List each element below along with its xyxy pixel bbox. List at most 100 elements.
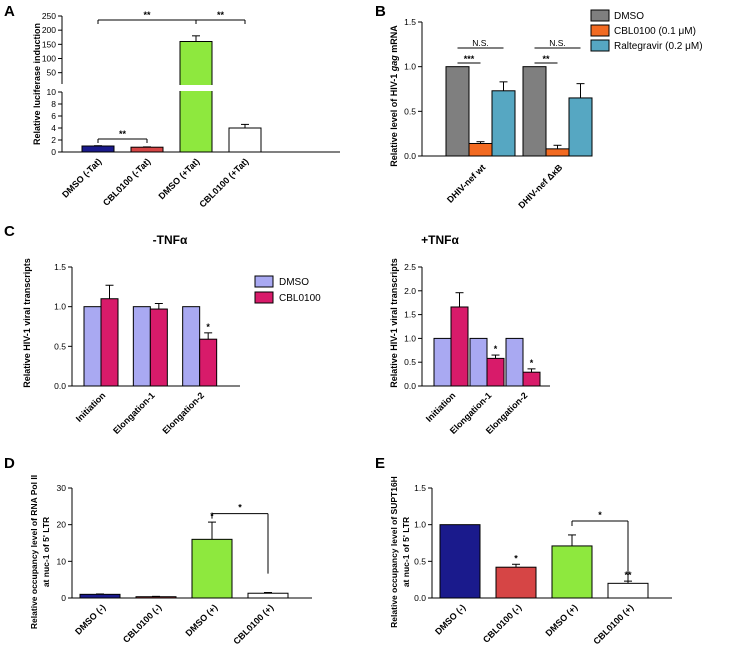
panel-c-right-bar-2-0 bbox=[505, 337, 524, 387]
panel-e-sig-0: * bbox=[514, 553, 518, 563]
panel-e-category-1: CBL0100 (-) bbox=[481, 602, 523, 644]
panel-c-right-category-0: Initiation bbox=[424, 390, 458, 424]
panel-c-left-ylabel: Relative HIV-1 viral transcripts bbox=[22, 258, 32, 388]
panel-c-left-bar-1-0 bbox=[132, 306, 151, 387]
panel-d-sig-0: * bbox=[210, 511, 214, 521]
panel-b-chart: Relative level of HIV-1 gag mRNA 0.0 0.5 1… bbox=[389, 9, 703, 210]
panel-d-y-tick-label-1: 10 bbox=[57, 556, 67, 566]
panel-e-bar-0 bbox=[439, 524, 481, 599]
panel-a-category-0: DMSO (-Tat) bbox=[60, 156, 103, 199]
panel-b-star-label-1: ** bbox=[542, 54, 550, 64]
panel-e-y-tick-label-0: 0.0 bbox=[414, 593, 426, 603]
panel-b-legend-swatch-0 bbox=[590, 9, 610, 22]
panel-a-sig-label-2: ** bbox=[217, 10, 225, 20]
panel-label-b: B bbox=[375, 3, 386, 20]
panel-a-bars bbox=[81, 35, 262, 153]
panel-c-right-bar-2-1 bbox=[522, 371, 541, 387]
panel-c-right-bar-0-0 bbox=[433, 337, 452, 387]
panel-b-plot: 0.0 0.5 1.0 1.5 DHIV-nef wt DHIV-nef ΔκB N.S. *… bbox=[404, 17, 593, 210]
panel-e-plot: 0.0 0.5 1.0 1.5 DMSO (-) CBL0100 (-) DMSO (+) C… bbox=[414, 483, 672, 646]
panel-d-y-tick-label-3: 30 bbox=[57, 483, 67, 493]
panel-c-left-category-2: Elongation-2 bbox=[160, 390, 206, 436]
panel-c-left-sig-0: * bbox=[206, 322, 210, 332]
panel-e-y-tick-label-3: 1.5 bbox=[414, 483, 426, 493]
panel-label-c: C bbox=[4, 223, 15, 240]
panel-b-ns-label-0: N.S. bbox=[472, 38, 489, 48]
panel-c-right-y-tick-label-3: 1.5 bbox=[404, 310, 416, 320]
panel-c-left-y-tick-label-3: 1.5 bbox=[54, 262, 66, 272]
panel-a-ylabel: Relative luciferase induction bbox=[32, 23, 42, 145]
panel-d-plot: 0 10 20 30 DMSO (-) CBL0100 (-) DMSO (+) CBL010… bbox=[57, 483, 312, 646]
panel-e-bar-1 bbox=[495, 566, 537, 599]
panel-c-right-sig-0: * bbox=[494, 344, 498, 354]
panel-b-legend: DMSO CBL0100 (0.1 μM) Raltegravir (0.2 μM) bbox=[590, 9, 703, 52]
panel-a-significance: ** ** ** bbox=[97, 10, 246, 143]
panel-b-ylabel: Relative level of HIV-1 gag mRNA bbox=[389, 25, 399, 167]
panel-c-left-y-tick-label-1: 0.5 bbox=[54, 341, 66, 351]
panel-d-chart: Relative occupancy level of RNA Pol II a… bbox=[29, 475, 312, 646]
panel-c-right-title: +TNFα bbox=[421, 233, 459, 247]
panel-b-bar-0-1 bbox=[468, 142, 493, 157]
panel-a-y-tick-label-upper-0: 50 bbox=[47, 68, 57, 78]
panel-d-bar-0 bbox=[79, 593, 121, 599]
panel-e-ylabel-line1: Relative occupancy level of SUPT16H bbox=[389, 476, 399, 628]
panel-a-chart: Relative luciferase induction 0 2 4 6 8 10 50 1… bbox=[32, 10, 340, 209]
panel-a-category-2: DMSO (+Tat) bbox=[156, 156, 201, 201]
panel-a-category-3: CBL0100 (+Tat) bbox=[197, 156, 250, 209]
panel-a-y-tick-label-lower-2: 4 bbox=[51, 123, 56, 133]
panel-c-left-bar-0-1 bbox=[100, 298, 119, 387]
panel-c-left-title: -TNFα bbox=[153, 233, 188, 247]
panel-d-bar-2 bbox=[191, 538, 233, 599]
panel-b-category-1: DHIV-nef ΔκB bbox=[516, 162, 564, 210]
panel-c-legend-swatch-1 bbox=[254, 291, 274, 304]
panel-e-category-2: DMSO (+) bbox=[544, 602, 580, 638]
panel-b-bar-0-0 bbox=[445, 66, 470, 157]
panel-a-y-tick-label-upper-1: 100 bbox=[42, 54, 56, 64]
panel-e-y-tick-label-2: 1.0 bbox=[414, 520, 426, 530]
panel-b-star-label-0: *** bbox=[464, 54, 475, 64]
panel-c-legend-label-0: DMSO bbox=[279, 277, 309, 288]
panel-c-right-y-tick-label-4: 2.0 bbox=[404, 286, 416, 296]
panel-d-category-3: CBL0100 (+) bbox=[231, 602, 275, 646]
panel-c-right-y-tick-label-2: 1.0 bbox=[404, 333, 416, 343]
panel-e-category-3: CBL0100 (+) bbox=[591, 602, 635, 646]
panel-a-category-1: CBL0100 (-Tat) bbox=[101, 156, 153, 208]
panel-b-legend-label-0: DMSO bbox=[614, 11, 644, 22]
panel-a-bar-0 bbox=[81, 145, 115, 153]
panel-a-y-tick-label-lower-3: 6 bbox=[51, 111, 56, 121]
panel-b-bar-1-2 bbox=[568, 97, 593, 157]
panel-c-right-y-tick-label-1: 0.5 bbox=[404, 357, 416, 367]
panel-b-y-tick-label-1: 0.5 bbox=[404, 106, 416, 116]
panel-a-sig-label-0: ** bbox=[119, 129, 127, 139]
panel-label-e: E bbox=[375, 455, 385, 472]
panel-e-bar-3 bbox=[607, 582, 649, 599]
panel-a-y-tick-label-lower-4: 8 bbox=[51, 99, 56, 109]
panel-c-right-y-tick-label-5: 2.5 bbox=[404, 262, 416, 272]
panel-c-left-bar-0-0 bbox=[83, 306, 102, 387]
panel-e-sig-1: * bbox=[598, 510, 602, 520]
panel-c-left-bar-2-0 bbox=[182, 306, 201, 387]
panel-c-left-chart: -TNFα Relative HIV-1 viral transcripts 0… bbox=[22, 233, 321, 436]
panel-c-right-ylabel: Relative HIV-1 viral transcripts bbox=[389, 258, 399, 388]
panel-a-y-tick-label-lower-0: 0 bbox=[51, 147, 56, 157]
panel-b-ylabel-part3: mRNA bbox=[389, 25, 399, 56]
panel-d-ylabel-line2: at nuc-1 of 5' LTR bbox=[41, 517, 51, 587]
panel-b-ylabel-part2: gag bbox=[389, 55, 399, 73]
panel-d-bar-3 bbox=[247, 592, 289, 599]
panel-e-category-0: DMSO (-) bbox=[433, 602, 467, 636]
panel-d-bar-1 bbox=[135, 596, 177, 599]
panel-d-y-tick-label-2: 20 bbox=[57, 520, 67, 530]
panel-c-legend-label-1: CBL0100 bbox=[279, 293, 321, 304]
panel-c-left-y-tick-label-0: 0.0 bbox=[54, 381, 66, 391]
panel-b-ns-label-1: N.S. bbox=[549, 38, 566, 48]
panel-e-ylabel-line2: at nuc-1 of 5' LTR bbox=[401, 517, 411, 587]
panel-c-left-y-tick-label-2: 1.0 bbox=[54, 302, 66, 312]
panel-a-bar-2 bbox=[179, 41, 213, 153]
panel-a-y-tick-label-upper-4: 250 bbox=[42, 11, 56, 21]
panel-a-y-tick-label-upper-3: 200 bbox=[42, 25, 56, 35]
panel-label-a: A bbox=[4, 3, 15, 20]
panel-a-bar-break-2 bbox=[179, 85, 213, 91]
panel-b-legend-label-1: CBL0100 (0.1 μM) bbox=[614, 26, 696, 37]
panel-d-y-tick-label-0: 0 bbox=[61, 593, 66, 603]
